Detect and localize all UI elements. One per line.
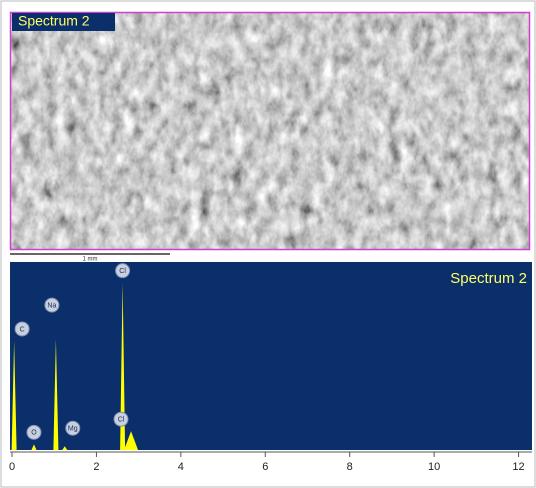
image-label: Spectrum 2 <box>18 13 90 29</box>
peak-label: Cl <box>119 268 126 275</box>
x-tick-label: 4 <box>178 461 184 473</box>
x-tick-label: 12 <box>512 461 524 473</box>
chart-title: Spectrum 2 <box>450 270 527 287</box>
x-tick-label: 6 <box>262 461 268 473</box>
peak-label: Cl <box>118 417 125 424</box>
x-tick-label: 2 <box>93 461 99 473</box>
peak-label: Na <box>47 302 56 309</box>
spectrum-panel <box>10 262 532 450</box>
sem-image <box>10 12 530 250</box>
x-tick-label: 10 <box>428 461 440 473</box>
figure: Spectrum 2 1 mm Spectrum 2 0 2 4 6 8 10 12 C O Na… <box>0 0 536 488</box>
peak-label: C <box>20 326 25 333</box>
scale-bar-label: 1 mm <box>83 257 98 263</box>
x-tick-label: 8 <box>347 461 353 473</box>
peak-label: O <box>31 430 37 437</box>
peak-label: Mg <box>68 426 78 433</box>
x-tick-label: 0 <box>9 461 15 473</box>
